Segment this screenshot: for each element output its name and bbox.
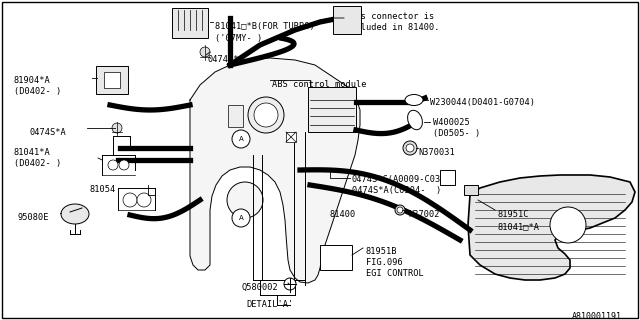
Circle shape [284,278,296,290]
Text: A: A [239,215,243,221]
Circle shape [397,207,403,213]
Circle shape [403,141,417,155]
Text: 0474S*C(A0009-C0303): 0474S*C(A0009-C0303) [352,175,457,184]
Circle shape [119,160,129,170]
Text: This connector is: This connector is [345,12,435,21]
Text: 0474S*A(C0304-  ): 0474S*A(C0304- ) [352,186,441,195]
Circle shape [137,193,151,207]
Polygon shape [468,175,635,280]
Bar [320,245,352,270]
Circle shape [108,160,118,170]
Circle shape [232,130,250,148]
Text: 81041□*A: 81041□*A [497,222,539,231]
Bar [104,72,120,88]
Bar [228,105,243,127]
Bar [464,185,478,195]
Bar [333,6,361,34]
Text: ABS control module: ABS control module [272,80,367,89]
Circle shape [254,103,278,127]
Text: 81951B: 81951B [366,247,397,256]
Circle shape [550,207,586,243]
Circle shape [112,123,122,133]
Bar [440,170,455,185]
Text: 81054: 81054 [90,185,116,194]
Text: included in 81400.: included in 81400. [345,23,440,32]
Circle shape [406,144,414,152]
Ellipse shape [405,94,423,106]
Ellipse shape [408,110,422,130]
Text: W230044(D0401-G0704): W230044(D0401-G0704) [430,98,535,107]
Text: (D0505- ): (D0505- ) [433,129,480,138]
Text: N37002: N37002 [408,210,440,219]
Ellipse shape [61,204,89,224]
Circle shape [248,97,284,133]
Text: DETAIL'A': DETAIL'A' [246,300,293,309]
Text: 81041*A: 81041*A [14,148,51,157]
Text: A: A [239,136,243,142]
Text: 0474S*A: 0474S*A [208,55,244,64]
Text: N370031: N370031 [418,148,455,157]
Text: A810001191: A810001191 [572,312,622,320]
Bar [96,66,128,94]
Bar [308,87,356,132]
Circle shape [200,47,210,57]
Text: W400025: W400025 [433,118,470,127]
Circle shape [123,193,137,207]
Text: EGI CONTROL: EGI CONTROL [366,269,424,278]
Text: ('07MY- ): ('07MY- ) [215,34,262,43]
Bar [172,8,208,38]
Text: FIG.096: FIG.096 [366,258,403,267]
Text: Q580002: Q580002 [242,283,279,292]
Bar [286,132,296,142]
Text: 81904*A: 81904*A [14,76,51,85]
Text: 81041□*B(FOR TURBO): 81041□*B(FOR TURBO) [215,22,315,31]
Polygon shape [190,58,360,283]
Circle shape [395,205,405,215]
Circle shape [232,209,250,227]
Text: 95080E: 95080E [18,213,49,222]
Circle shape [227,182,263,218]
Text: 81951C: 81951C [497,210,529,219]
Text: (D0402- ): (D0402- ) [14,159,61,168]
Text: (D0402- ): (D0402- ) [14,87,61,96]
Text: 81400: 81400 [330,210,356,219]
Text: 0474S*A: 0474S*A [30,128,67,137]
